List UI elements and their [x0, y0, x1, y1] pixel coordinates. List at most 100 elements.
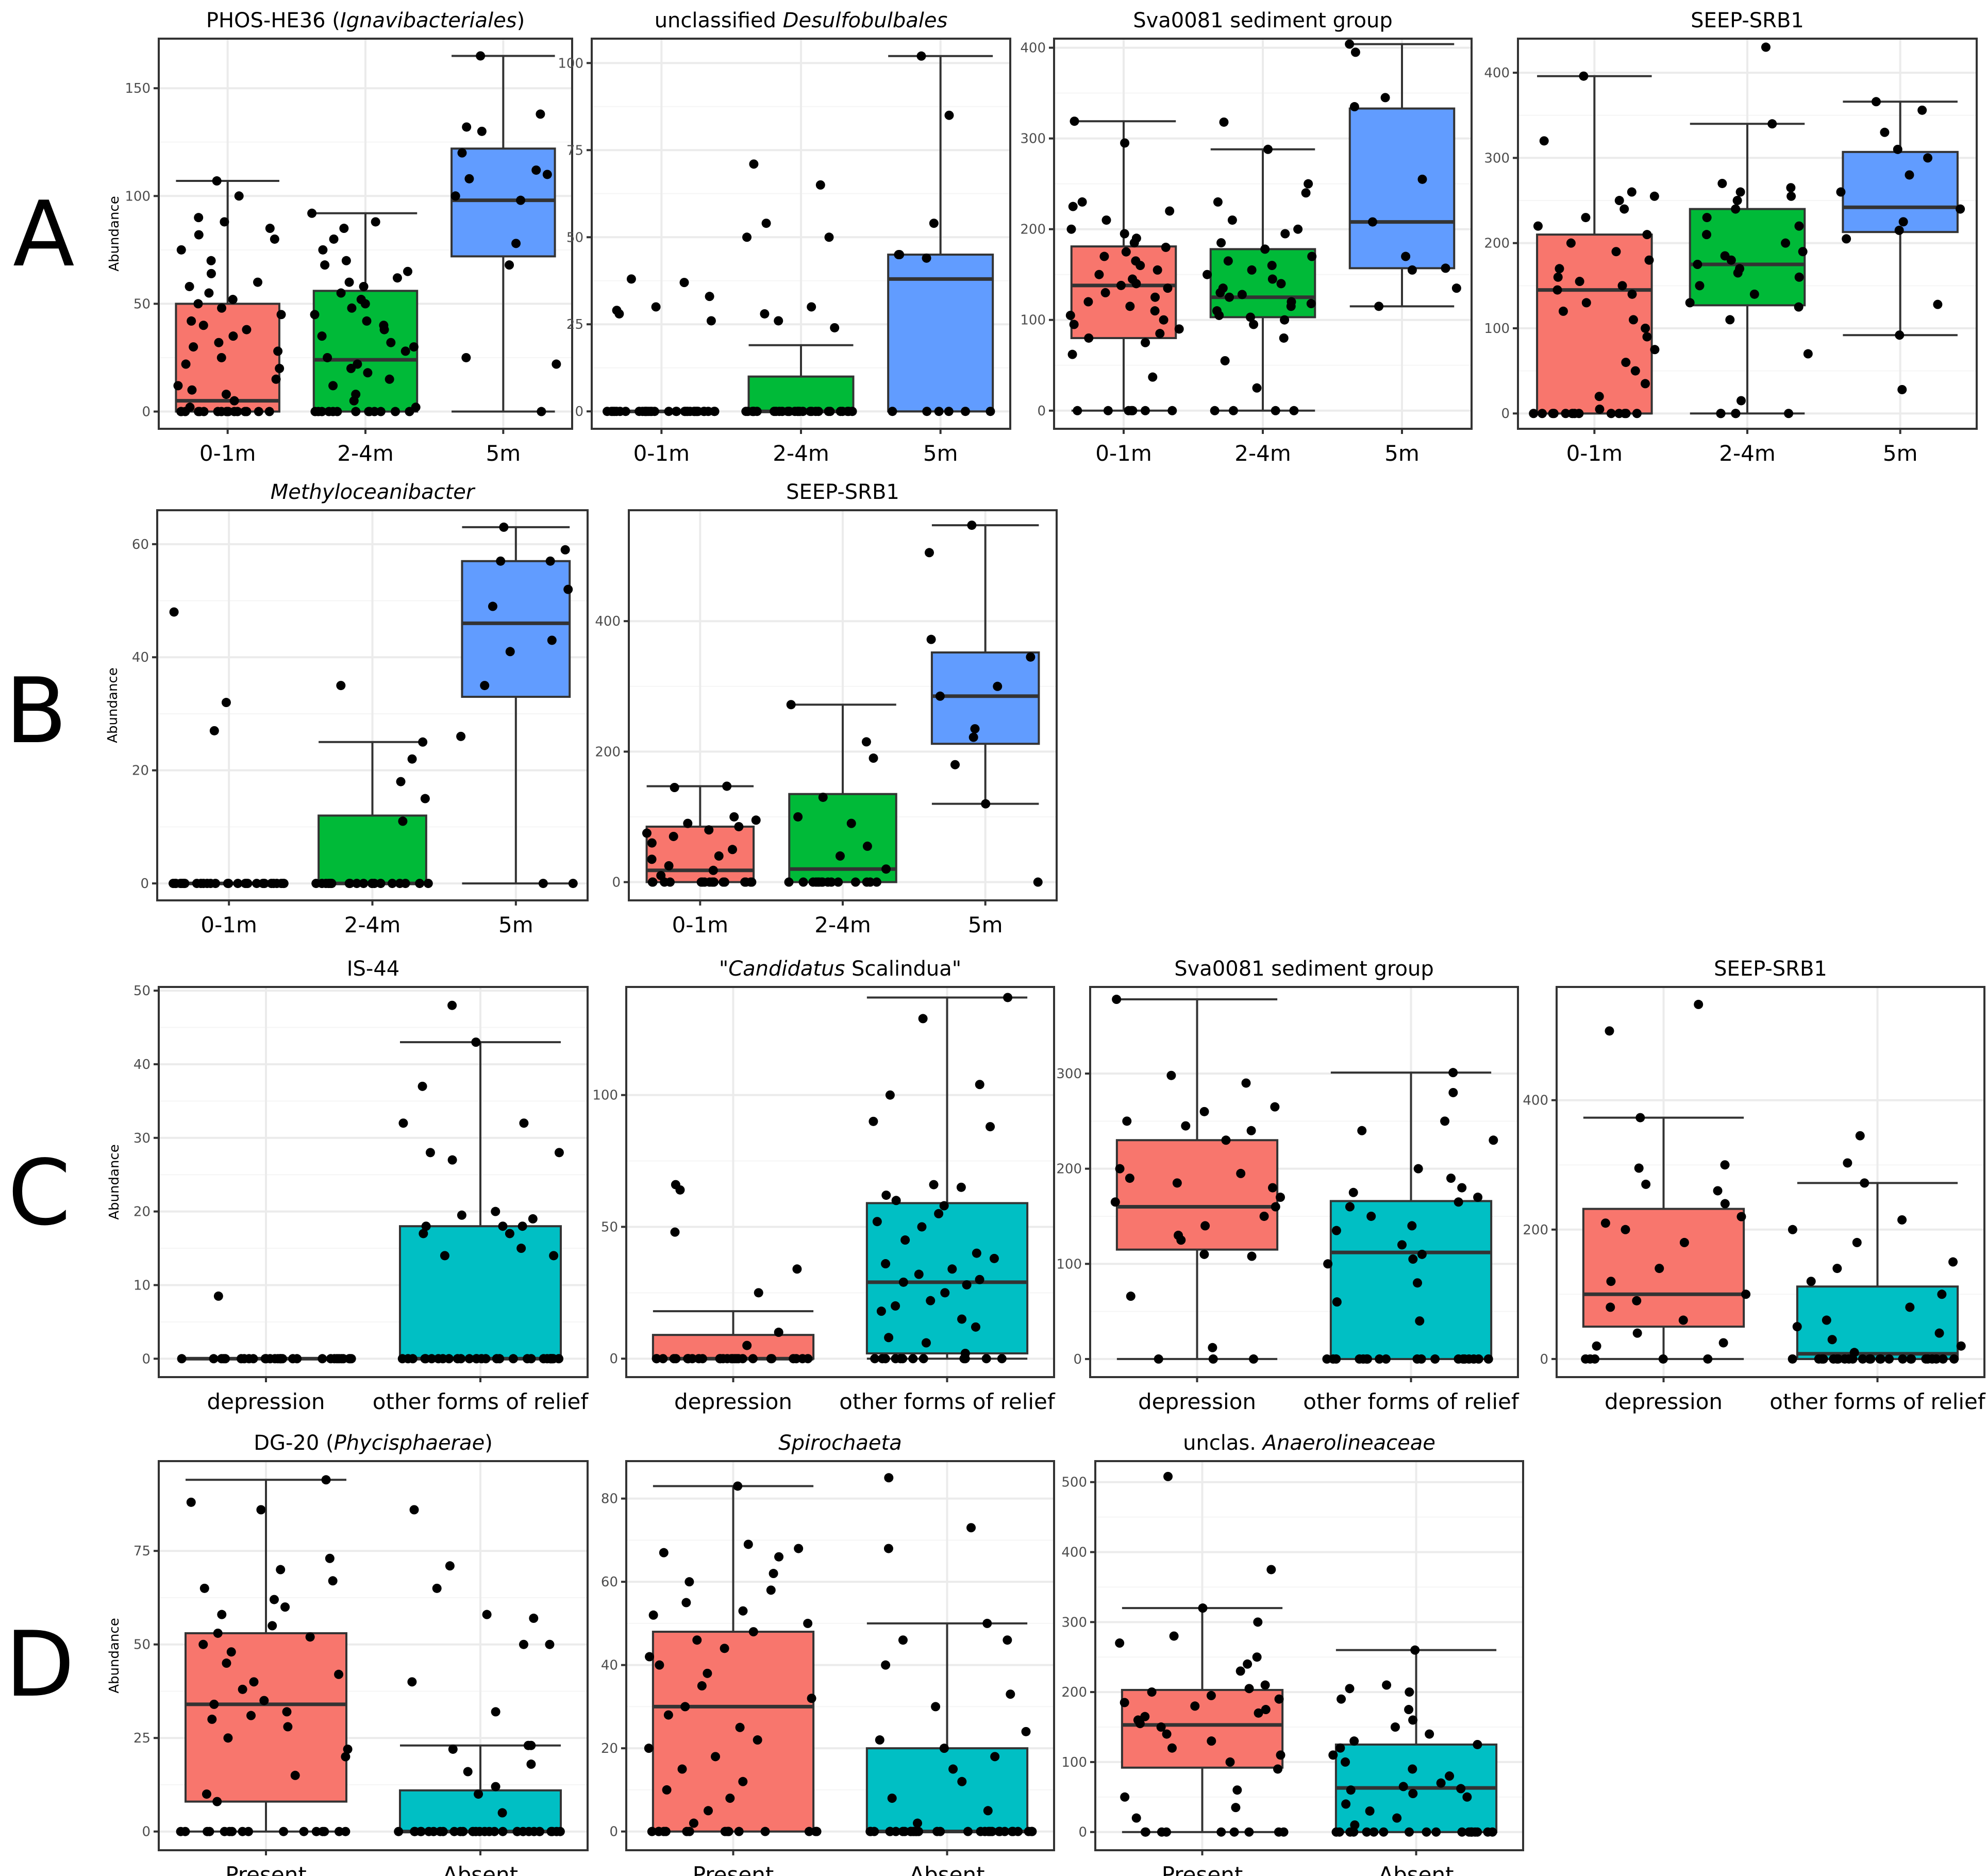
data-point — [209, 1699, 219, 1709]
data-point — [1163, 1471, 1173, 1481]
data-point — [1357, 1126, 1367, 1135]
data-point — [1549, 409, 1559, 418]
data-point — [317, 331, 327, 341]
panel-title: SEEP-SRB1 — [1714, 957, 1827, 981]
data-point — [774, 1552, 784, 1562]
data-point — [733, 1481, 743, 1491]
data-point — [555, 1827, 565, 1836]
data-point — [1271, 1202, 1280, 1212]
data-point — [217, 1610, 227, 1619]
data-point — [496, 556, 506, 566]
data-point — [209, 726, 219, 735]
data-point — [1693, 260, 1702, 270]
chart-panel-4: 0 100 200 300 400 0-1m 2-4m 5m SEEP-SRB1 — [1484, 9, 1978, 466]
data-point — [807, 1694, 816, 1703]
data-point — [271, 374, 281, 384]
data-point — [944, 110, 954, 120]
data-point — [1083, 297, 1093, 307]
data-point — [329, 234, 339, 244]
data-point — [944, 407, 954, 416]
row-label-a: A — [13, 182, 75, 287]
data-point — [491, 1207, 500, 1216]
y-tick-label: 100 — [1020, 313, 1046, 328]
data-point — [1103, 406, 1113, 415]
data-point — [1231, 1803, 1241, 1813]
data-point — [870, 1354, 880, 1364]
data-point — [1073, 406, 1082, 415]
data-point — [981, 799, 991, 809]
data-point — [798, 877, 808, 887]
data-point — [1225, 1757, 1235, 1767]
data-point — [803, 1618, 813, 1628]
data-point — [1720, 251, 1730, 261]
x-tick-label: 5m — [923, 441, 958, 466]
data-point — [1788, 1354, 1797, 1364]
data-point — [1832, 1264, 1842, 1274]
data-point — [1448, 1087, 1458, 1097]
panel-title-part: Methyloceanibacter — [271, 480, 476, 504]
data-point — [1306, 299, 1316, 309]
data-point — [328, 407, 338, 416]
data-point — [1349, 1736, 1359, 1746]
data-point — [1731, 409, 1741, 418]
y-tick-label: 100 — [1056, 1257, 1082, 1272]
data-point — [835, 851, 845, 861]
data-point — [1483, 1354, 1493, 1364]
data-point — [939, 1744, 949, 1753]
data-point — [1267, 274, 1277, 284]
data-point — [697, 877, 707, 887]
data-point — [1641, 323, 1650, 333]
data-point — [1084, 333, 1094, 343]
data-point — [1190, 1701, 1200, 1711]
panel-title: unclas. Anaerolineaceae — [1183, 1431, 1435, 1455]
data-point — [1161, 1827, 1171, 1837]
data-point — [299, 1827, 309, 1836]
data-point — [786, 700, 796, 710]
box-5m — [930, 651, 1040, 745]
y-tick-label: 40 — [132, 650, 149, 665]
data-point — [1026, 652, 1036, 662]
data-point — [363, 368, 373, 378]
data-point — [1120, 1792, 1130, 1802]
x-tick-label: depression — [1138, 1389, 1256, 1414]
data-point — [457, 148, 467, 158]
data-point — [877, 1354, 887, 1364]
data-point — [528, 1214, 538, 1224]
data-point — [359, 281, 369, 291]
data-point — [325, 1553, 335, 1563]
data-point — [199, 1583, 209, 1593]
panel-title-part: ) — [517, 9, 525, 32]
data-point — [1473, 1739, 1482, 1749]
box-0-1m — [645, 825, 755, 883]
data-point — [1539, 136, 1549, 146]
data-point — [311, 1827, 321, 1836]
data-point — [249, 1677, 259, 1687]
data-point — [956, 1182, 966, 1192]
data-point — [671, 1354, 681, 1364]
data-point — [364, 407, 374, 416]
y-tick-label: 0 — [1073, 1352, 1082, 1367]
panel-title-part: SEEP-SRB1 — [1714, 957, 1827, 981]
data-point — [1794, 302, 1804, 312]
data-point — [798, 407, 808, 416]
data-point — [888, 407, 897, 416]
data-point — [730, 1354, 740, 1364]
data-point — [652, 1354, 661, 1364]
data-point — [1898, 1354, 1908, 1364]
data-point — [710, 407, 720, 416]
data-point — [1221, 1135, 1231, 1145]
data-point — [1346, 1785, 1356, 1795]
data-point — [1121, 247, 1131, 257]
data-point — [497, 1808, 507, 1818]
data-point — [352, 879, 362, 889]
data-point — [1732, 196, 1742, 206]
x-tick-label: other forms of relief — [839, 1389, 1056, 1414]
data-point — [1382, 1680, 1392, 1690]
y-tick-label: 0 — [612, 875, 621, 891]
y-tick-label: 25 — [566, 317, 583, 332]
x-tick-label: 2-4m — [337, 441, 394, 466]
data-point — [1112, 995, 1122, 1004]
data-point — [670, 783, 679, 793]
data-point — [1390, 1722, 1400, 1732]
data-point — [1595, 404, 1605, 414]
